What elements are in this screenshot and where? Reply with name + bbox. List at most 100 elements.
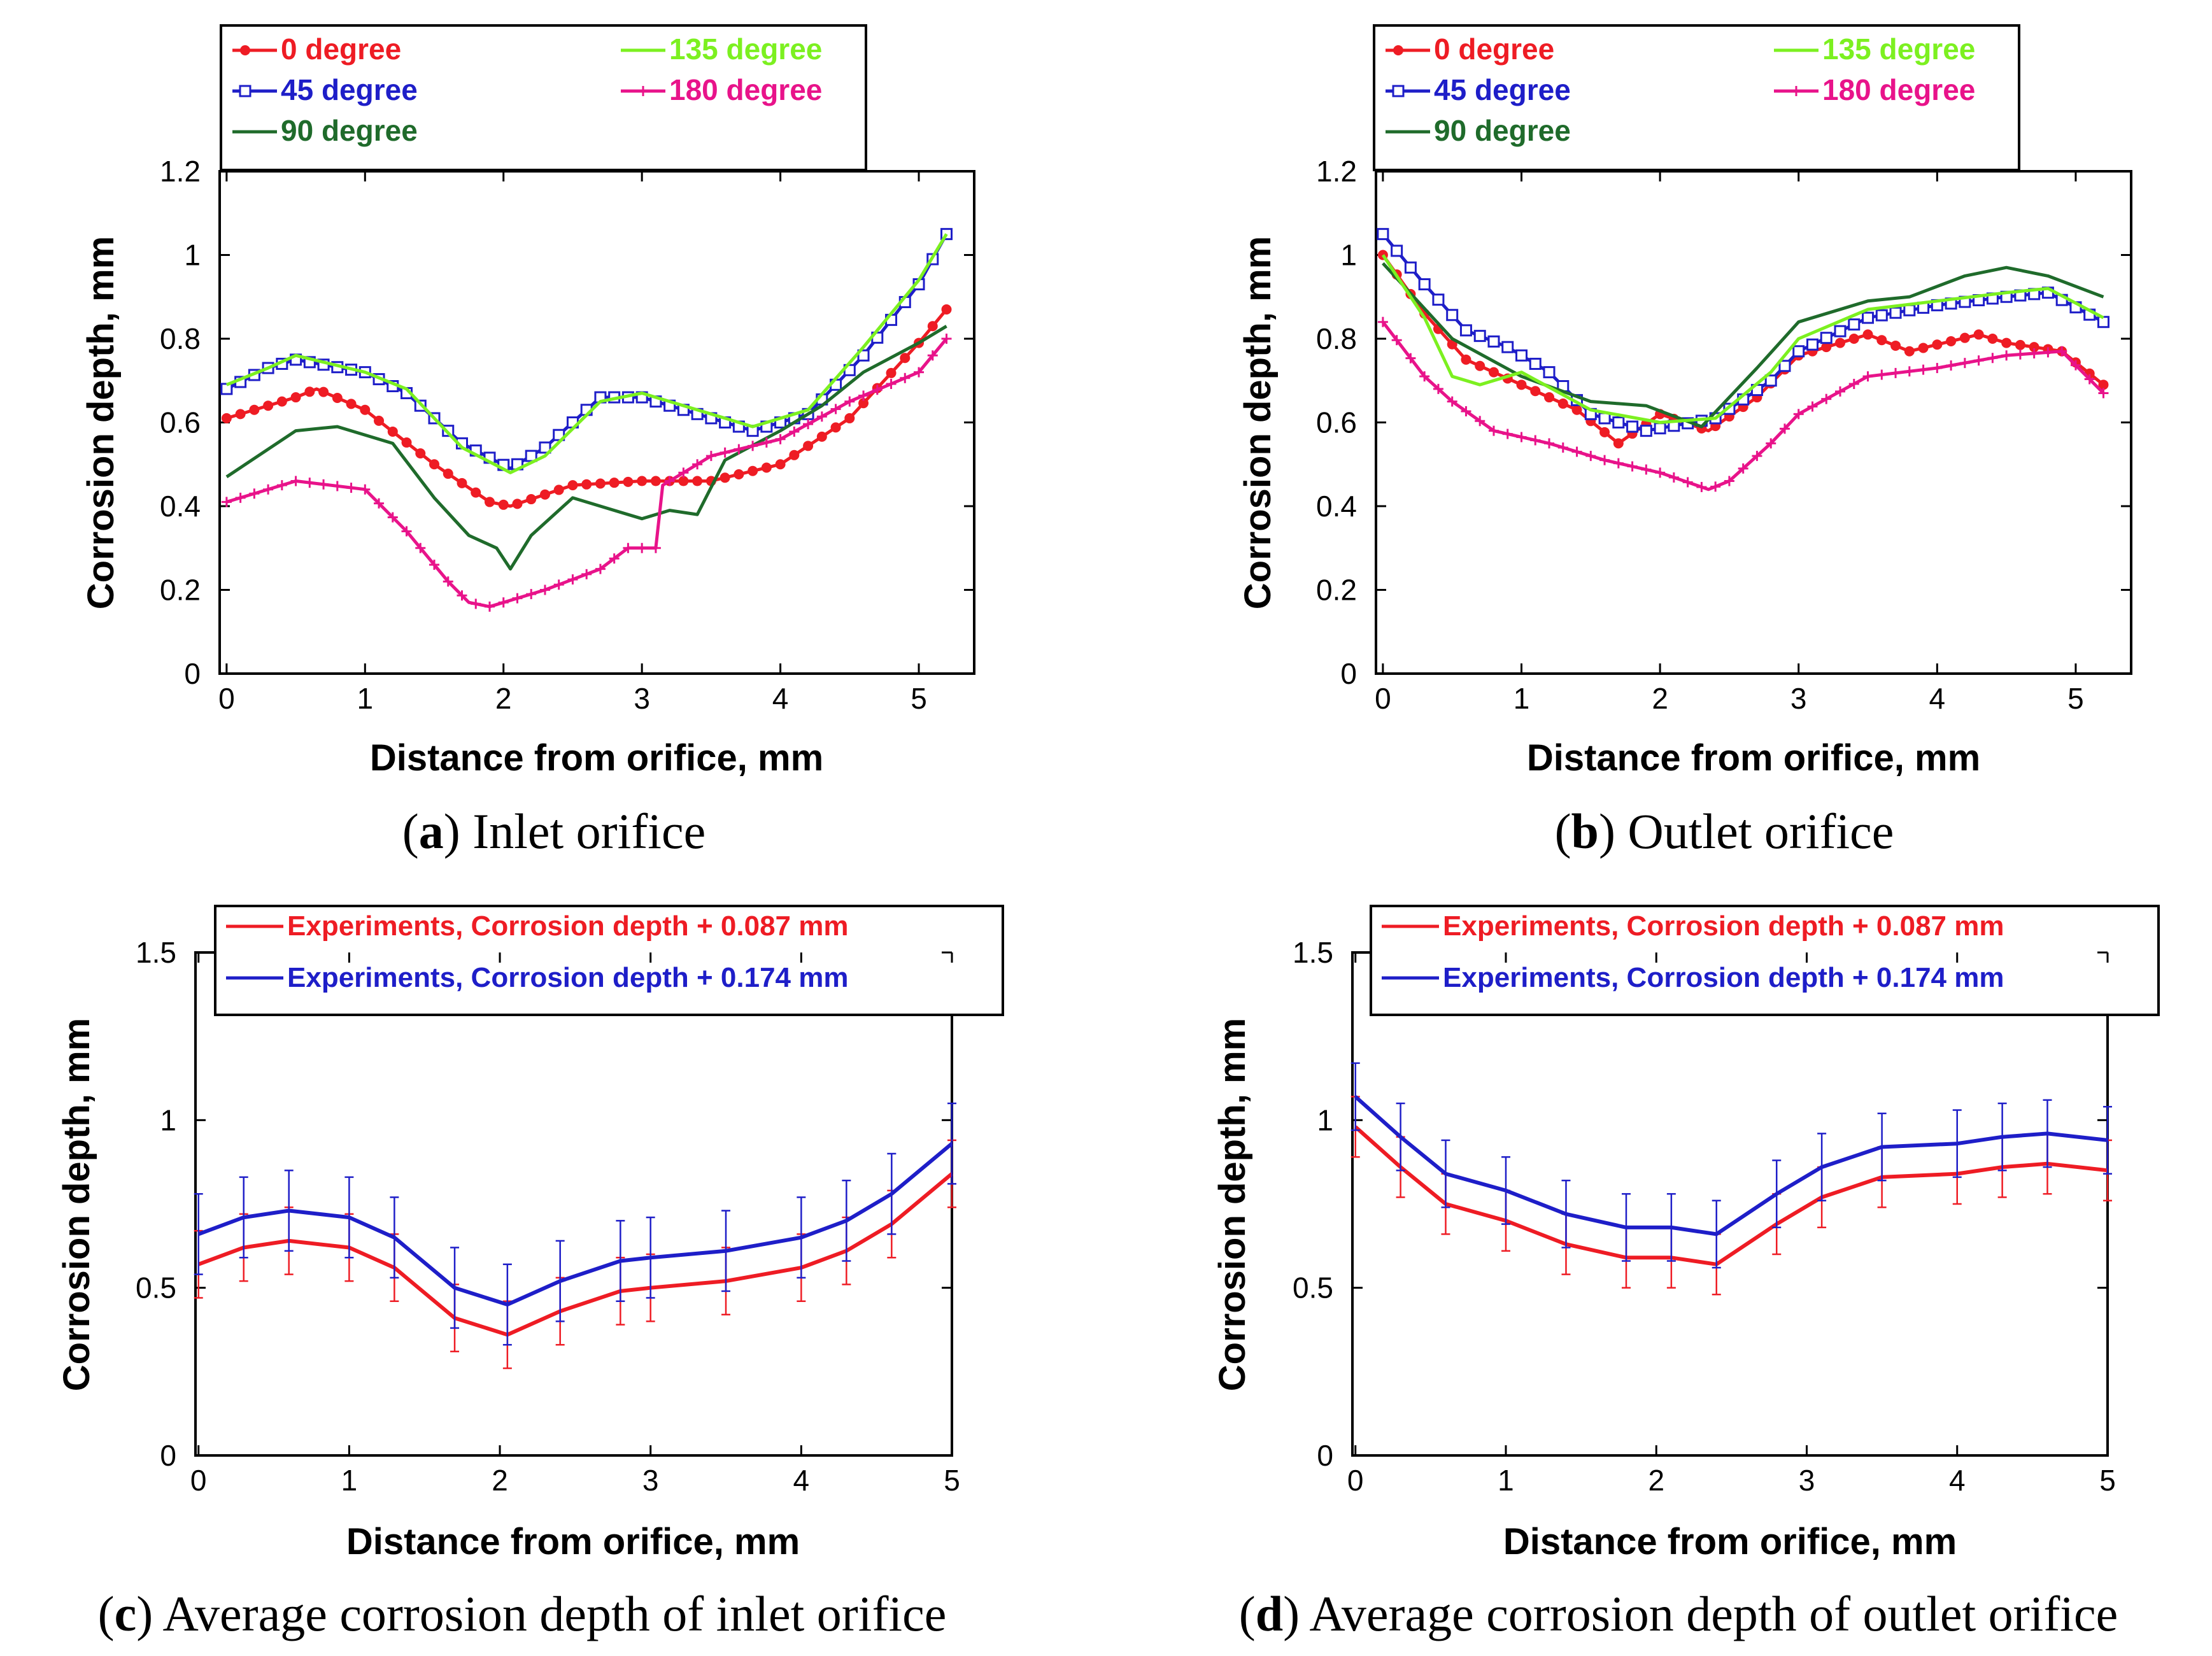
- y-tick-label: 1: [1340, 239, 1357, 272]
- x-tick-label: 4: [793, 1464, 810, 1497]
- series-90-degree: [225, 325, 947, 571]
- x-tick-label: 1: [1514, 682, 1530, 715]
- panel-c-axes: 0 1 2 3 4 5 0 0.5 1 1.5: [136, 936, 960, 1497]
- data-point: [927, 321, 938, 332]
- x-tick-label: 3: [634, 682, 650, 715]
- data-point: [858, 398, 869, 409]
- legend-item-0-degree: 0 degree: [1386, 32, 1554, 66]
- data-point: [221, 413, 232, 423]
- data-point: [692, 476, 703, 486]
- panel-a-series: [220, 228, 953, 612]
- x-tick-label: 0: [1347, 1464, 1364, 1497]
- data-point: [1488, 367, 1499, 378]
- data-point: [304, 386, 315, 397]
- data-point: [1959, 332, 1970, 343]
- series-line-135-degree: [225, 233, 948, 474]
- x-tick-label: 5: [2099, 1464, 2116, 1497]
- panel-b-outlet-orifice: 0 degree 45 degree 90 degree 135 degree 180 …: [1237, 24, 2132, 859]
- data-point: [484, 497, 495, 507]
- data-point: [1862, 329, 1873, 340]
- data-point: [720, 472, 730, 483]
- data-point: [789, 449, 800, 460]
- panel-a-y-axis-title: Corrosion depth, mm: [80, 236, 122, 609]
- data-point: [844, 413, 855, 423]
- data-point: [553, 428, 565, 441]
- y-tick-label: 0.6: [1316, 406, 1357, 439]
- data-point: [2098, 379, 2109, 390]
- panel-a-legend: [220, 24, 867, 171]
- legend-item-45-degree: 45 degree: [232, 73, 418, 106]
- panel-a-inlet-orifice: 0 degree 45 degree 90 degree 135 degree 180 …: [80, 24, 975, 859]
- panel-a-caption-text: Inlet orifice: [472, 803, 705, 859]
- data-point: [1792, 345, 1805, 358]
- y-tick-label: 0: [1317, 1439, 1333, 1472]
- data-point: [539, 489, 550, 500]
- data-point: [567, 480, 578, 491]
- data-point: [235, 409, 246, 420]
- data-point: [1543, 366, 1556, 379]
- panel-b-caption-letter: b: [1571, 803, 1599, 859]
- panel-c-legend: [214, 905, 1004, 1016]
- panel-c-x-axis-title: Distance from orifice, mm: [346, 1521, 800, 1562]
- data-point: [1515, 349, 1528, 362]
- panel-c-caption-text: Average corrosion depth of inlet orifice: [162, 1586, 946, 1641]
- y-tick-label: 0.4: [1316, 490, 1357, 523]
- legend-item-135-degree: 135 degree: [1774, 32, 1975, 66]
- x-tick-label: 3: [642, 1464, 659, 1497]
- data-point: [1903, 304, 1916, 316]
- panel-b-y-axis-title: Corrosion depth, mm: [1237, 236, 1279, 609]
- data-point: [1571, 404, 1582, 415]
- panel-a-legend-items: 0 degree 45 degree 90 degree 135 degree 180 …: [232, 32, 822, 147]
- legend-marker: [240, 45, 250, 55]
- panel-a-caption: (a) Inlet orifice: [402, 803, 705, 859]
- legend-label: 180 degree: [669, 73, 822, 106]
- data-point: [761, 462, 772, 473]
- data-point: [1599, 427, 1610, 437]
- data-point: [1820, 332, 1833, 344]
- legend-label: Experiments, Corrosion depth + 0.087 mm: [287, 910, 848, 942]
- legend-label: 0 degree: [1434, 32, 1554, 66]
- legend-label: 45 degree: [1434, 73, 1571, 106]
- y-tick-label: 0.8: [1316, 322, 1357, 355]
- legend-item-90-degree: 90 degree: [232, 114, 418, 147]
- data-point: [1529, 357, 1542, 370]
- panel-d-x-axis-title: Distance from orifice, mm: [1503, 1521, 1957, 1562]
- series-experiments-corrosion-depth-0-174-mm: [194, 1102, 956, 1346]
- data-point: [1544, 392, 1555, 403]
- data-point: [816, 431, 827, 442]
- legend-label: 45 degree: [281, 73, 418, 106]
- x-tick-label: 1: [357, 682, 374, 715]
- legend-label: Experiments, Corrosion depth + 0.174 mm: [287, 962, 848, 993]
- data-point: [220, 383, 233, 395]
- data-point: [1377, 228, 1389, 241]
- legend-item-experiments-corrosion-depth-0-087-mm: Experiments, Corrosion depth + 0.087 mm: [226, 910, 848, 942]
- panel-c-y-axis-title: Corrosion depth, mm: [56, 1018, 97, 1391]
- data-point: [1530, 386, 1541, 397]
- data-point: [775, 459, 786, 470]
- data-point: [401, 437, 412, 448]
- legend-label: Experiments, Corrosion depth + 0.087 mm: [1443, 910, 2004, 942]
- data-point: [415, 448, 426, 459]
- legend-label: 180 degree: [1822, 73, 1975, 106]
- legend-label: 0 degree: [281, 32, 401, 66]
- data-point: [1835, 337, 1846, 348]
- panel-d-legend-items: Experiments, Corrosion depth + 0.087 mm E…: [1382, 910, 2004, 993]
- data-point: [346, 399, 357, 409]
- data-point: [1501, 341, 1514, 353]
- x-tick-label: 3: [1790, 682, 1807, 715]
- panel-d-y-axis-title: Corrosion depth, mm: [1212, 1018, 1253, 1391]
- legend-item-experiments-corrosion-depth-0-087-mm: Experiments, Corrosion depth + 0.087 mm: [1382, 910, 2004, 942]
- x-tick-label: 5: [944, 1464, 960, 1497]
- x-tick-label: 5: [911, 682, 927, 715]
- data-point: [609, 478, 620, 488]
- series-line-180-degree: [1381, 321, 2105, 492]
- legend-item-90-degree: 90 degree: [1386, 114, 1571, 147]
- y-tick-label: 1.5: [136, 936, 176, 969]
- data-point: [2097, 316, 2109, 329]
- data-point: [803, 441, 814, 451]
- series-line-experiments-corrosion-depth-0-174-mm: [1354, 1095, 2108, 1236]
- legend-marker: [1393, 45, 1403, 55]
- x-tick-label: 0: [190, 1464, 207, 1497]
- data-point: [1918, 343, 1929, 353]
- x-tick-label: 4: [1929, 682, 1946, 715]
